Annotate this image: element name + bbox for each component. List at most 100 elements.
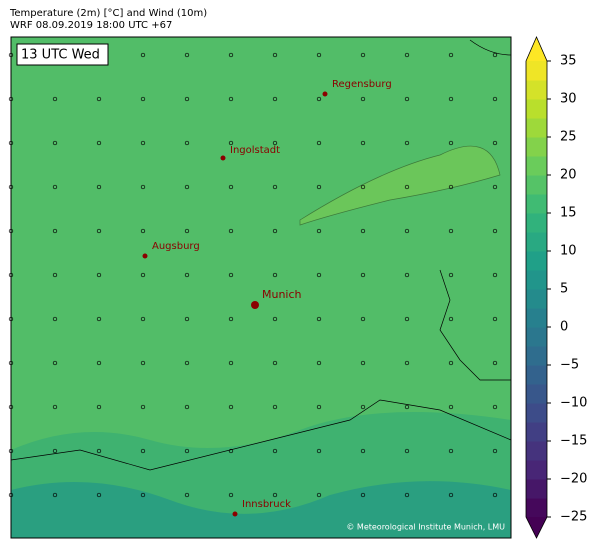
- wind-station: [140, 448, 146, 454]
- wind-station: [404, 404, 410, 410]
- colorbar-tick-label: 20: [560, 168, 577, 183]
- wind-station: [448, 492, 454, 498]
- wind-station: [316, 140, 322, 146]
- wind-station: [140, 184, 146, 190]
- time-box: [16, 43, 109, 66]
- wind-station: [404, 140, 410, 146]
- colorbar-band: [526, 251, 547, 271]
- wind-station: [52, 404, 58, 410]
- colorbar-band: [526, 441, 547, 461]
- wind-station: [228, 228, 234, 234]
- wind-station: [492, 140, 498, 146]
- wind-station: [140, 360, 146, 366]
- colorbar-band: [526, 365, 547, 385]
- time-label: 13 UTC Wed: [21, 48, 100, 63]
- wind-station: [316, 316, 322, 322]
- wind-station: [316, 448, 322, 454]
- wind-station: [448, 360, 454, 366]
- wind-station: [492, 96, 498, 102]
- colorbar-band: [526, 346, 547, 366]
- wind-station: [492, 316, 498, 322]
- header-subtitle: WRF 08.09.2019 18:00 UTC +67: [10, 20, 172, 31]
- wind-station: [52, 492, 58, 498]
- wind-station: [448, 272, 454, 278]
- wind-station: [184, 184, 190, 190]
- colorbar-band: [526, 422, 547, 442]
- temperature-field: [11, 481, 511, 538]
- wind-station: [492, 404, 498, 410]
- wind-station: [272, 52, 278, 58]
- wind-station: [448, 316, 454, 322]
- border: [10, 399, 512, 471]
- colorbar-band: [526, 460, 547, 480]
- wind-station: [316, 272, 322, 278]
- warm-region: [299, 145, 501, 226]
- colorbar-band: [526, 175, 547, 195]
- wind-station: [360, 360, 366, 366]
- wind-station: [52, 96, 58, 102]
- wind-station: [492, 184, 498, 190]
- wind-station: [492, 272, 498, 278]
- wind-station: [52, 140, 58, 146]
- wind-station: [228, 140, 234, 146]
- wind-station: [272, 184, 278, 190]
- wind-station: [316, 404, 322, 410]
- wind-station: [360, 448, 366, 454]
- colorbar-band: [526, 194, 547, 214]
- wind-station: [272, 316, 278, 322]
- colorbar-tick-label: 15: [560, 206, 577, 221]
- wind-station: [228, 272, 234, 278]
- colorbar-band: [526, 498, 547, 518]
- colorbar-band: [526, 308, 547, 328]
- colorbar-tick-label: −10: [560, 396, 587, 411]
- wind-station: [96, 228, 102, 234]
- wind-station: [52, 184, 58, 190]
- wind-station: [228, 404, 234, 410]
- wind-station: [316, 184, 322, 190]
- wind-station: [404, 52, 410, 58]
- wind-station: [272, 272, 278, 278]
- wind-station: [404, 360, 410, 366]
- city-label: Innsbruck: [242, 499, 291, 510]
- wind-station: [360, 404, 366, 410]
- map-area: [8, 37, 512, 538]
- colorbar-extend: [526, 517, 547, 538]
- colorbar-band: [526, 118, 547, 138]
- wind-station: [404, 228, 410, 234]
- border: [469, 39, 512, 56]
- wind-station: [228, 316, 234, 322]
- wind-station: [360, 272, 366, 278]
- colorbar-tick-label: 30: [560, 92, 577, 107]
- city-dot: [142, 253, 148, 259]
- wind-station: [492, 448, 498, 454]
- credit: © Meteorological Institute Munich, LMU: [346, 523, 505, 532]
- wind-station: [96, 184, 102, 190]
- wind-station: [492, 360, 498, 366]
- wind-station: [316, 360, 322, 366]
- wind-station: [228, 360, 234, 366]
- wind-station: [448, 448, 454, 454]
- colorbar-band: [526, 213, 547, 233]
- wind-station: [448, 140, 454, 146]
- wind-station: [448, 404, 454, 410]
- wind-station: [272, 492, 278, 498]
- wind-station: [140, 316, 146, 322]
- wind-station: [184, 96, 190, 102]
- wind-station: [96, 140, 102, 146]
- wind-station: [96, 316, 102, 322]
- colorbar-band: [526, 327, 547, 347]
- wind-station: [96, 492, 102, 498]
- wind-station: [96, 360, 102, 366]
- city-label: Ingolstadt: [230, 145, 280, 156]
- city-dot: [322, 91, 328, 97]
- colorbar-tick-label: −20: [560, 472, 587, 487]
- wind-station: [96, 272, 102, 278]
- wind-station: [404, 272, 410, 278]
- wind-station: [52, 360, 58, 366]
- wind-station: [360, 228, 366, 234]
- wind-station: [228, 96, 234, 102]
- map-frame: [10, 36, 512, 539]
- wind-station: [184, 228, 190, 234]
- wind-station: [360, 316, 366, 322]
